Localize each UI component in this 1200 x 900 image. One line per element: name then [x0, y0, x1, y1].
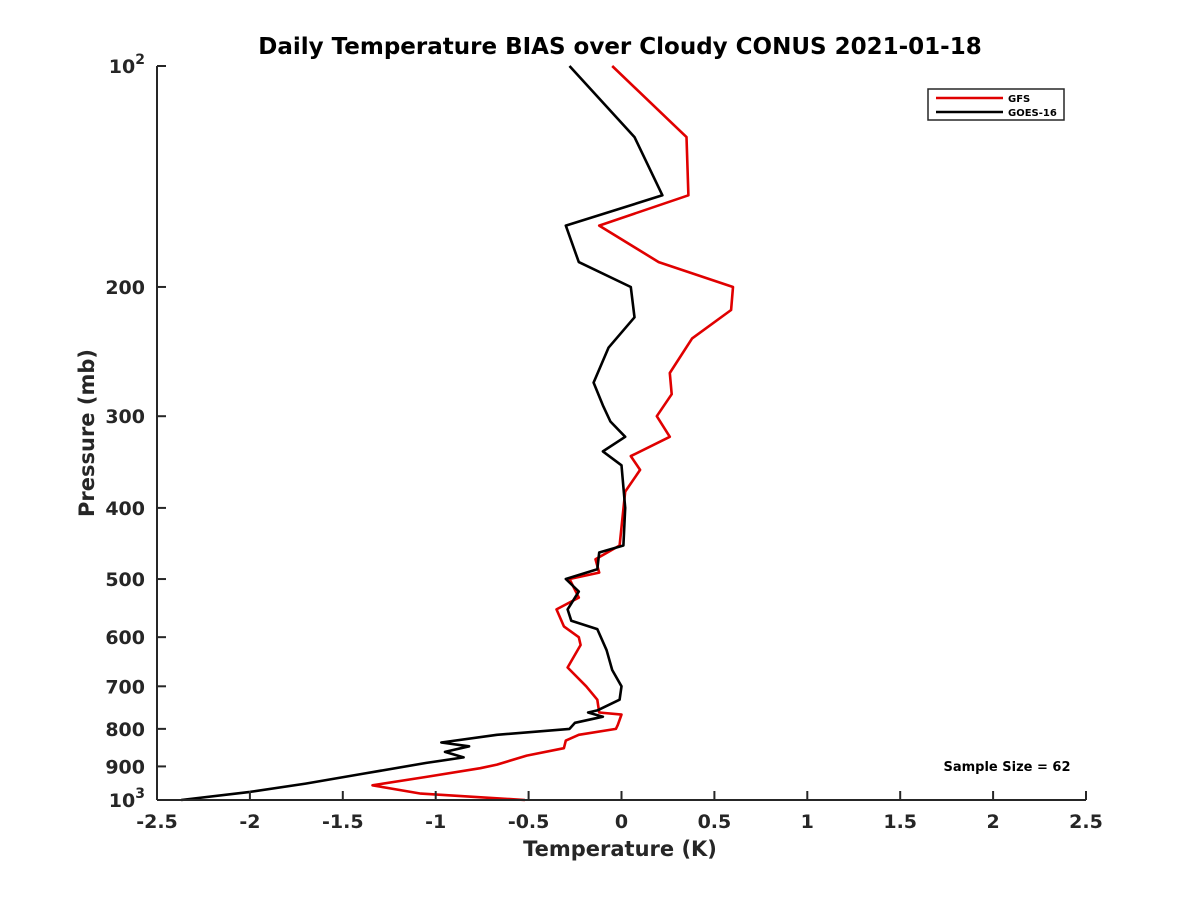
chart-title: Daily Temperature BIAS over Cloudy CONUS… [258, 34, 981, 60]
x-tick-label: 1 [801, 811, 814, 833]
y-tick-label: 102 [109, 52, 145, 78]
y-tick-label: 200 [105, 277, 145, 299]
legend-items: GFS GOES-16 [936, 94, 1057, 119]
y-tick-label: 400 [105, 498, 145, 520]
y-tick-label: 103 [109, 786, 145, 812]
y-tick-label: 800 [105, 719, 145, 741]
series-line-goes-16 [181, 65, 664, 802]
y-tick-label: 700 [105, 676, 145, 698]
x-axis-label: Temperature (K) [523, 837, 717, 861]
x-tick-label: 2.5 [1069, 811, 1103, 833]
series-line-gfs [371, 65, 735, 802]
y-tick-label: 600 [105, 627, 145, 649]
x-tick-label: -1.5 [322, 811, 364, 833]
y-ticks: 102 200 300 400 500 600 700 800 900 103 [105, 52, 166, 812]
series-layer [181, 65, 735, 802]
x-tick-label: 0.5 [698, 811, 732, 833]
y-tick-label: 500 [105, 569, 145, 591]
legend: GFS GOES-16 [927, 88, 1065, 121]
x-tick-label: 0 [615, 811, 628, 833]
x-tick-label: 2 [986, 811, 999, 833]
x-tick-label: -2.5 [136, 811, 178, 833]
x-ticks: -2.5 -2 -1.5 -1 -0.5 0 0.5 1 1.5 2 2.5 [136, 791, 1103, 833]
x-tick-label: -0.5 [508, 811, 550, 833]
x-tick-label: -2 [239, 811, 260, 833]
legend-label: GFS [1008, 94, 1030, 105]
x-tick-label: -1 [425, 811, 446, 833]
y-axis-label: Pressure (mb) [75, 349, 99, 517]
y-tick-label: 900 [105, 756, 145, 778]
y-tick-label: 300 [105, 406, 145, 428]
legend-box [927, 88, 1065, 121]
x-tick-label: 1.5 [883, 811, 917, 833]
sample-size-annotation: Sample Size = 62 [943, 760, 1070, 775]
legend-label: GOES-16 [1008, 108, 1057, 119]
